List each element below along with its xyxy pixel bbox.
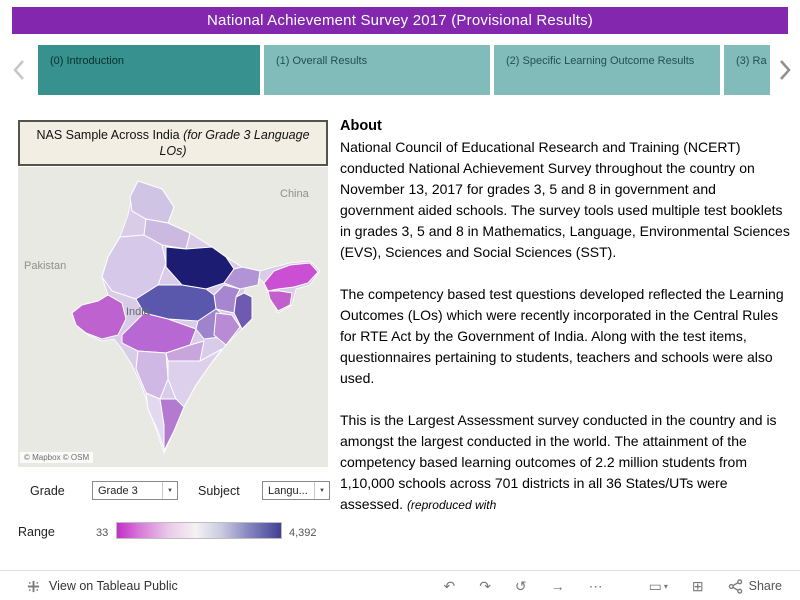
map-title: NAS Sample Across India (for Grade 3 Lan… — [18, 120, 328, 166]
grade-dropdown[interactable]: Grade 3 ▼ — [92, 481, 178, 500]
fullscreen-icon[interactable]: ⊞ — [691, 578, 704, 594]
range-legend-label: Range — [18, 525, 55, 539]
tab-specific-learning-outcome-results[interactable]: (2) Specific Learning Outcome Results — [494, 45, 720, 95]
about-paragraph-3-note: (reproduced with — [406, 498, 497, 512]
view-on-tableau-public-button[interactable]: View on Tableau Public — [26, 571, 178, 600]
next-tabs-chevron-icon[interactable] — [778, 58, 792, 82]
map-attribution: © Mapbox © OSM — [20, 452, 94, 463]
tab-label: (1) Overall Results — [276, 55, 368, 67]
share-button[interactable]: Share — [728, 578, 782, 594]
caret-down-icon: ▾ — [663, 581, 668, 591]
replay-icon[interactable]: ↺ — [514, 578, 527, 594]
share-label: Share — [748, 579, 782, 593]
subject-dropdown[interactable]: Langu... ▼ — [262, 481, 330, 500]
share-icon — [728, 578, 742, 594]
dropdown-caret-icon: ▼ — [314, 482, 329, 499]
range-gradient-legend — [116, 522, 282, 539]
china-label: China — [280, 188, 310, 200]
about-paragraph-1: National Council of Educational Research… — [340, 139, 790, 260]
subject-filter-label: Subject — [198, 484, 240, 498]
about-paragraph-3: This is the Largest Assessment survey co… — [340, 410, 792, 516]
dropdown-caret-icon: ▼ — [162, 482, 177, 499]
subject-dropdown-value: Langu... — [268, 484, 308, 497]
redo-icon[interactable]: ↷ — [479, 578, 491, 594]
dashboard-title: National Achievement Survey 2017 (Provis… — [12, 7, 788, 34]
tab-label: (2) Specific Learning Outcome Results — [506, 55, 695, 67]
tableau-logo-icon — [27, 580, 40, 592]
forward-icon[interactable]: → — [550, 578, 565, 594]
india-choropleth-map[interactable]: Pakistan China India © Mapbox © OSM — [18, 167, 328, 467]
display-icon: ▭ — [648, 577, 662, 594]
grade-dropdown-value: Grade 3 — [98, 484, 138, 497]
map-title-note: (for Grade 3 Language LOs) — [159, 128, 310, 158]
map-title-text: NAS Sample Across India — [36, 128, 184, 142]
map-country-labels: Pakistan China India — [24, 188, 310, 318]
toolbar-buttons: ↶ ↷ ↺ → ⋯ ▭ ▾ ⊞ Share — [443, 571, 782, 600]
tab-label: (0) Introduction — [50, 55, 124, 67]
prev-tabs-chevron-icon[interactable] — [12, 58, 26, 82]
tab-clipped[interactable]: (3) Ra — [724, 45, 770, 95]
map-canvas[interactable]: Pakistan China India — [18, 167, 328, 467]
about-heading: About — [340, 118, 382, 134]
undo-icon[interactable]: ↶ — [443, 578, 456, 594]
about-section: About National Council of Educational Re… — [340, 116, 792, 516]
tab-overall-results[interactable]: (1) Overall Results — [264, 45, 490, 95]
display-options-button[interactable]: ▭ ▾ — [649, 578, 668, 595]
more-options-icon[interactable]: ⋯ — [588, 578, 603, 594]
range-max-value: 4,392 — [289, 527, 317, 539]
grade-filter-label: Grade — [30, 484, 65, 498]
footer-toolbar: View on Tableau Public ↶ ↷ ↺ → ⋯ ▭ ▾ ⊞ S… — [0, 570, 800, 600]
india-label: India — [126, 306, 151, 318]
state-shapes[interactable] — [71, 180, 319, 452]
tab-introduction[interactable]: (0) Introduction — [38, 45, 260, 95]
about-paragraph-2: The competency based test questions deve… — [340, 286, 784, 386]
view-on-tableau-label: View on Tableau Public — [49, 579, 178, 593]
range-min-value: 33 — [96, 527, 109, 539]
tab-bar: (0) Introduction (1) Overall Results (2)… — [0, 45, 800, 95]
about-paragraph-3-text: This is the Largest Assessment survey co… — [340, 412, 777, 512]
pakistan-label: Pakistan — [24, 260, 66, 272]
tab-label: (3) Ra — [736, 55, 767, 67]
